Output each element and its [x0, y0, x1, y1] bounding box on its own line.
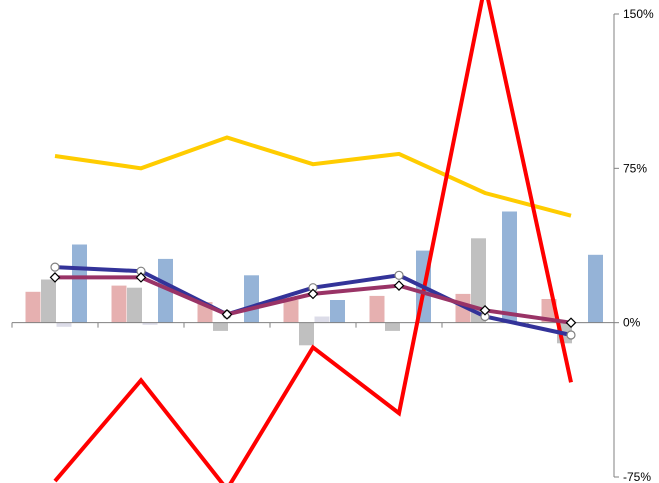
- bar-s1-c4: [283, 300, 299, 323]
- line-4-point-5: [393, 280, 405, 291]
- bar-s4-c7: [588, 254, 603, 323]
- line-series-group: [49, 0, 577, 483]
- axes-group: [11, 13, 619, 478]
- line-4-point-4: [307, 288, 319, 300]
- bar-s4-c1: [72, 244, 87, 323]
- bar-s2-c2: [127, 287, 142, 323]
- y-tick-label: -75%: [623, 470, 651, 483]
- bar-s2-c1: [41, 279, 56, 323]
- bar-s4-c6: [502, 211, 517, 323]
- line-4-point-1: [49, 272, 61, 283]
- line-3-point-1: [50, 262, 60, 272]
- bar-s1-c5: [369, 295, 385, 323]
- line-4-point-6: [479, 304, 491, 316]
- line-3-point-5: [394, 270, 404, 280]
- bar-s2-c5: [385, 322, 400, 331]
- bar-s3-c4: [314, 316, 330, 323]
- y-tick-label: 75%: [623, 161, 647, 175]
- line-series-1: [54, 135, 572, 218]
- bar-s1-c2: [111, 285, 127, 323]
- bar-s2-c4: [299, 322, 314, 346]
- y-tick-label: 0%: [623, 316, 641, 330]
- bar-s3-c1: [56, 322, 72, 327]
- bar-s2-c6: [471, 238, 486, 323]
- bar-s4-c2: [158, 258, 173, 323]
- bar-s4-c4: [330, 300, 345, 323]
- bar-s4-c3: [244, 275, 259, 323]
- y-tick-label: 150%: [623, 7, 654, 21]
- line-series-2: [53, 0, 573, 483]
- bar-s1-c1: [25, 291, 41, 323]
- bar-s3-c2: [142, 322, 158, 325]
- line-4-point-3: [221, 309, 233, 320]
- line-4-point-7: [565, 317, 577, 329]
- line-4-point-2: [135, 272, 147, 283]
- bar-s2-c3: [213, 322, 228, 331]
- line-3-point-7: [566, 330, 576, 340]
- y-axis-tick-labels: 150% 75% 0% -75%: [623, 7, 654, 483]
